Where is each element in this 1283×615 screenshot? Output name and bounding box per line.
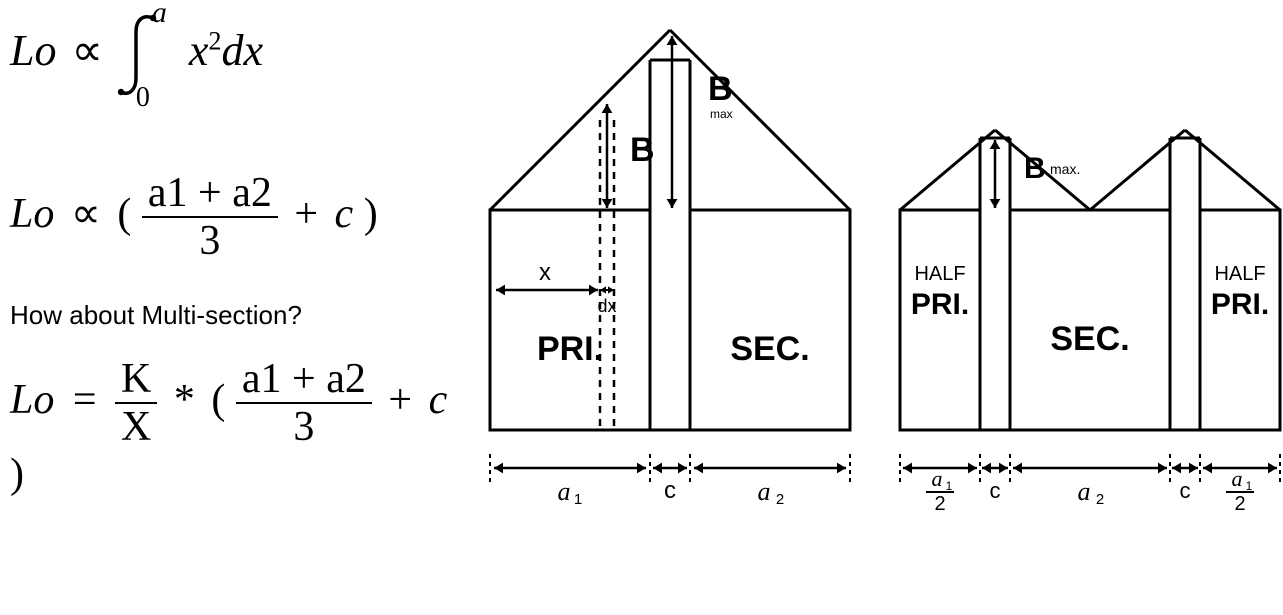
svg-text:PRI.: PRI. xyxy=(537,330,603,368)
equation-2: Lo ∝ ( a1 + a2 3 + c ) xyxy=(10,170,460,260)
integral-sign: a 0 xyxy=(118,10,178,100)
equation-1: Lo ∝ a 0 x2dx xyxy=(10,10,460,120)
eq1-rel: ∝ xyxy=(71,26,102,75)
svg-text:PRI.: PRI. xyxy=(1211,288,1269,321)
eq2-lhs: Lo xyxy=(10,191,54,237)
eq3-den: 3 xyxy=(236,404,372,450)
svg-text:1: 1 xyxy=(946,479,953,493)
svg-text:B: B xyxy=(708,70,733,108)
eq2-frac: a1 + a2 3 xyxy=(142,170,278,264)
integrand-x: x xyxy=(189,26,209,75)
eq3-rparen: ) xyxy=(10,451,24,497)
eq3-x: X xyxy=(115,404,157,450)
svg-text:B: B xyxy=(1024,152,1046,185)
question-text: How about Multi-section? xyxy=(10,300,460,331)
svg-text:c: c xyxy=(990,478,1001,503)
eq3-num: a1 + a2 xyxy=(236,356,372,404)
svg-text:HALF: HALF xyxy=(914,263,965,285)
eq1-lhs: Lo xyxy=(10,26,56,75)
svg-text:SEC.: SEC. xyxy=(730,330,809,368)
svg-text:2: 2 xyxy=(1234,493,1245,510)
eq2-num: a1 + a2 xyxy=(142,170,278,218)
eq3-frac: a1 + a2 3 xyxy=(236,356,372,450)
svg-text:2: 2 xyxy=(934,493,945,510)
integrand-dx: dx xyxy=(221,26,263,75)
winding-diagram: BmaxBxdxPRI.SEC.a1ca2Bmax.HALFPRI.SEC.HA… xyxy=(470,10,1283,510)
svg-text:1: 1 xyxy=(1246,479,1253,493)
svg-text:2: 2 xyxy=(776,491,784,508)
int-lower: 0 xyxy=(136,82,150,114)
eq3-lhs: Lo xyxy=(10,377,54,423)
svg-text:B: B xyxy=(630,131,655,169)
svg-text:2: 2 xyxy=(1096,491,1104,508)
eq2-lparen: ( xyxy=(117,191,131,237)
svg-text:c: c xyxy=(1180,478,1191,503)
svg-text:PRI.: PRI. xyxy=(911,288,969,321)
eq2-rparen: ) xyxy=(364,191,378,237)
svg-text:a: a xyxy=(758,477,771,506)
eq3-k: K xyxy=(115,356,157,404)
eq3-plus: + xyxy=(388,377,412,423)
svg-text:a: a xyxy=(558,477,571,506)
eq3-c: c xyxy=(429,377,448,423)
eq2-c: c xyxy=(335,191,354,237)
svg-text:max: max xyxy=(710,107,733,121)
integrand-exp: 2 xyxy=(208,26,221,55)
eq3-kx: K X xyxy=(115,356,157,450)
svg-text:a: a xyxy=(932,466,943,491)
svg-text:a: a xyxy=(1078,477,1091,506)
eq2-plus: + xyxy=(294,191,318,237)
equation-3: Lo = K X * ( a1 + a2 3 + c ) xyxy=(10,356,460,446)
svg-text:HALF: HALF xyxy=(1214,263,1265,285)
svg-text:SEC.: SEC. xyxy=(1050,320,1129,358)
svg-text:dx: dx xyxy=(597,296,616,316)
eq3-star: * xyxy=(174,377,195,423)
eq3-rel: = xyxy=(73,377,97,423)
svg-text:c: c xyxy=(664,477,676,504)
eq2-rel: ∝ xyxy=(71,191,101,237)
svg-text:1: 1 xyxy=(574,491,582,508)
eq3-lparen: ( xyxy=(211,377,225,423)
svg-text:a: a xyxy=(1232,466,1243,491)
int-upper: a xyxy=(152,0,167,30)
svg-text:x: x xyxy=(539,259,551,286)
eq2-den: 3 xyxy=(142,218,278,264)
svg-text:max.: max. xyxy=(1050,161,1080,177)
